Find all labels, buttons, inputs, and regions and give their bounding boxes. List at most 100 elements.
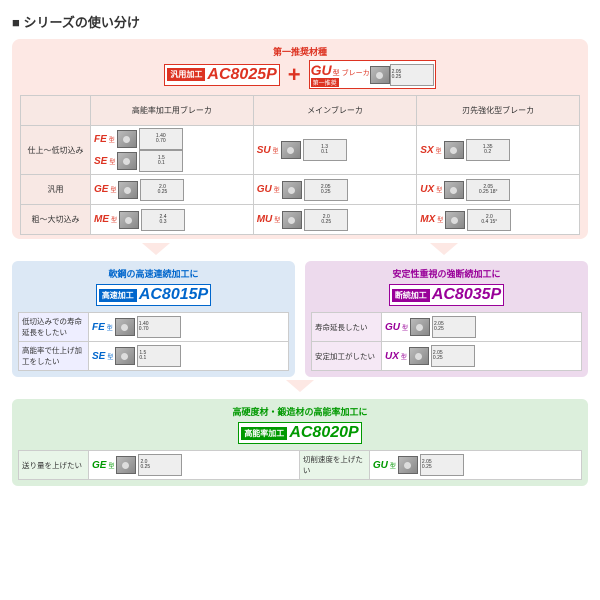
insert-diagram: 1.30.1 xyxy=(303,139,347,161)
insert-cell: FE型 1.400.70 xyxy=(92,316,285,338)
bk-sub: 型 ブレーカ xyxy=(333,70,370,77)
ins-sub: 型 xyxy=(436,185,442,194)
insert-diagram: 2.00.25 xyxy=(140,179,184,201)
insert-diagram: 2.050.25 xyxy=(420,454,464,476)
insert-diagram: 2.40.3 xyxy=(141,209,185,231)
insert-icon xyxy=(445,211,465,229)
sub-cell: GU型 2.050.25 xyxy=(369,451,581,480)
purple-box: 安定性重視の強断続加工に 断続加工 AC8035P 寿命延長したいGU型2.05… xyxy=(305,261,588,377)
insert-cell: GE型2.00.25 xyxy=(92,454,296,476)
insert-icon xyxy=(410,318,430,336)
breaker-box: GU型 ブレーカ 第一推奨 2.050.25 xyxy=(309,60,436,89)
insert-icon xyxy=(117,130,137,148)
insert-cell: SU型1.30.1 xyxy=(257,139,414,161)
insert-cell: GU型 2.050.25 xyxy=(373,454,578,476)
blue-box: 軟鋼の高速連続加工に 高速加工 AC8015P 低切込みでの寿命延長をしたいFE… xyxy=(12,261,295,377)
insert-cell: GU型 2.050.25 xyxy=(257,179,414,201)
insert-diagram: 1.350.2 xyxy=(466,139,510,161)
ins-code: ME xyxy=(94,214,109,225)
insert-diagram: 2.050.25 xyxy=(304,179,348,201)
ins-code: FE xyxy=(94,134,107,145)
grade-code-main: AC8025P xyxy=(207,66,276,84)
insert-icon xyxy=(119,211,139,229)
ins-code: GU xyxy=(373,460,388,471)
ins-code: MU xyxy=(257,214,273,225)
ins-code: SX xyxy=(420,145,433,156)
insert-diagram: 1.50.1 xyxy=(139,150,183,172)
tag-green: 高能率加工 xyxy=(241,427,287,440)
insert-cell: MU型2.00.25 xyxy=(257,209,414,231)
sub-row-header: 低切込みでの寿命延長をしたい xyxy=(19,313,89,342)
matrix-cell: SX型1.350.2 xyxy=(417,126,580,175)
matrix-cell: FE型1.400.70SE型1.50.1 xyxy=(91,126,254,175)
arrow-down-icon xyxy=(142,243,170,255)
matrix-cell: SU型1.30.1 xyxy=(253,126,417,175)
ins-sub: 型 xyxy=(390,461,396,470)
insert-cell: GE型2.00.25 xyxy=(94,179,250,201)
insert-diagram: 1.400.70 xyxy=(137,316,181,338)
sub-row-header: 高能率で仕上げ加工をしたい xyxy=(19,342,89,371)
insert-diagram: 1.400.70 xyxy=(139,128,183,150)
ins-sub: 型 xyxy=(107,352,113,361)
ins-sub: 型 xyxy=(274,185,280,194)
grade-box-green: 高能率加工 AC8020P xyxy=(238,422,361,444)
ins-sub: 型 xyxy=(109,135,115,144)
grade-box-main: 汎用加工 AC8025P xyxy=(164,64,279,86)
tag-main: 汎用加工 xyxy=(167,68,205,81)
arrow-row-1 xyxy=(12,241,588,257)
green-title: 高硬度材・鍛造材の高能率加工に xyxy=(18,405,582,418)
insert-diagram: 2.050.25 xyxy=(390,64,434,86)
matrix-cell: UX型2.050.25 18° xyxy=(417,175,580,205)
ins-code: GE xyxy=(92,460,106,471)
matrix-cell: GU型 2.050.25 xyxy=(253,175,417,205)
insert-cell: GU型2.050.25 xyxy=(385,316,578,338)
ins-sub: 型 xyxy=(402,323,408,332)
insert-cell: MX型2.00.4 15° xyxy=(420,209,576,231)
ins-sub: 型 xyxy=(401,352,407,361)
arrow-row-2 xyxy=(12,377,588,395)
insert-icon xyxy=(282,181,302,199)
grade-code-blue: AC8015P xyxy=(139,286,208,304)
insert-icon xyxy=(409,347,429,365)
ins-code: FE xyxy=(92,322,105,333)
blue-title: 軟鋼の高速連続加工に xyxy=(18,267,289,280)
insert-cell: SE型1.50.1 xyxy=(92,345,285,367)
matrix-cell: ME型 2.40.3 xyxy=(91,205,254,235)
insert-icon xyxy=(398,456,418,474)
ins-sub: 型 xyxy=(107,323,113,332)
sub-row-header: 安定加工がしたい xyxy=(312,342,382,371)
row-header: 汎用 xyxy=(21,175,91,205)
row-header: 粗～大切込み xyxy=(21,205,91,235)
insert-icon xyxy=(281,141,301,159)
ins-code: GU xyxy=(257,184,272,195)
row-header: 仕上～低切込み xyxy=(21,126,91,175)
insert-icon xyxy=(118,181,138,199)
sub-cell: GE型2.00.25 xyxy=(89,451,300,480)
sub-cell: UX型2.050.25 xyxy=(382,342,582,371)
grade-code-purple: AC8035P xyxy=(432,286,501,304)
ins-code: UX xyxy=(420,184,434,195)
insert-icon xyxy=(370,66,390,84)
ins-sub: 型 xyxy=(108,461,114,470)
matrix-cell: GE型2.00.25 xyxy=(91,175,254,205)
top-row: 汎用加工 AC8025P + GU型 ブレーカ 第一推奨 2.050.25 xyxy=(20,60,580,89)
purple-table: 寿命延長したいGU型2.050.25安定加工がしたいUX型2.050.25 xyxy=(311,312,582,371)
ins-sub: 型 xyxy=(437,215,443,224)
ins-sub: 型 xyxy=(111,215,117,224)
bk-tag: 第一推奨 xyxy=(311,78,339,87)
section-title: シリーズの使い分け xyxy=(12,12,588,31)
ins-code: UX xyxy=(385,351,399,362)
sub-row-header: 送り量を上げたい xyxy=(19,451,89,480)
blue-table: 低切込みでの寿命延長をしたいFE型1.400.70高能率で仕上げ加工をしたいSE… xyxy=(18,312,289,371)
ins-sub: 型 xyxy=(274,215,280,224)
purple-title: 安定性重視の強断続加工に xyxy=(311,267,582,280)
ins-sub: 型 xyxy=(273,146,279,155)
plus-icon: + xyxy=(288,62,301,88)
matrix-cell: MX型2.00.4 15° xyxy=(417,205,580,235)
ins-sub: 型 xyxy=(109,157,115,166)
arrow-down-icon xyxy=(286,380,314,392)
insert-icon xyxy=(115,318,135,336)
sub-cell: GU型2.050.25 xyxy=(382,313,582,342)
sub-cell: SE型1.50.1 xyxy=(89,342,289,371)
insert-cell: UX型2.050.25 xyxy=(385,345,578,367)
